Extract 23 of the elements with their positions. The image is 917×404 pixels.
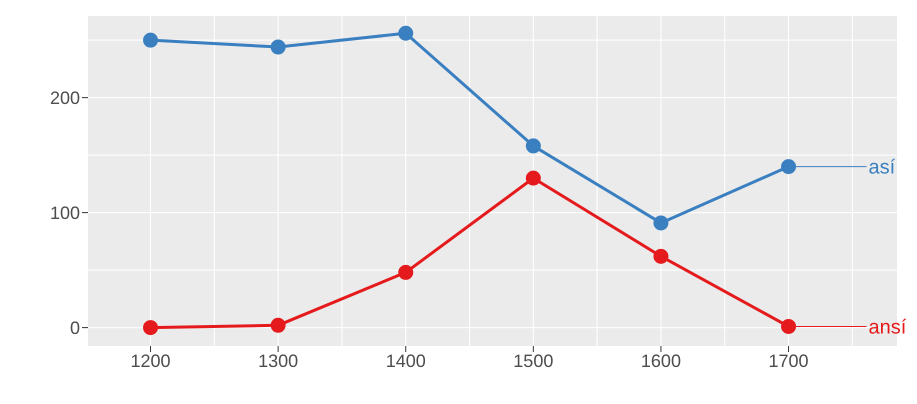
point [270, 318, 286, 333]
y-tick-label: 200 [50, 88, 80, 108]
point [781, 159, 796, 174]
y-tick-label: 0 [70, 318, 80, 338]
point [270, 40, 286, 55]
x-tick-label: 1200 [130, 350, 171, 371]
x-tick-label: 1400 [386, 350, 426, 371]
point [143, 32, 158, 48]
x-tick-label: 1700 [768, 350, 809, 371]
legend-label: ansí [868, 316, 907, 338]
point [398, 26, 414, 41]
legend-label: así [868, 156, 896, 179]
point [526, 138, 541, 154]
point [526, 170, 541, 186]
point [143, 320, 158, 336]
x-tick-label: 1600 [640, 350, 681, 371]
point [781, 318, 796, 334]
point [398, 264, 414, 280]
x-tick-label: 1500 [513, 350, 554, 371]
y-tick-label: 100 [50, 203, 80, 224]
x-tick-label: 1300 [258, 350, 298, 371]
point [653, 248, 668, 264]
point [653, 215, 668, 230]
